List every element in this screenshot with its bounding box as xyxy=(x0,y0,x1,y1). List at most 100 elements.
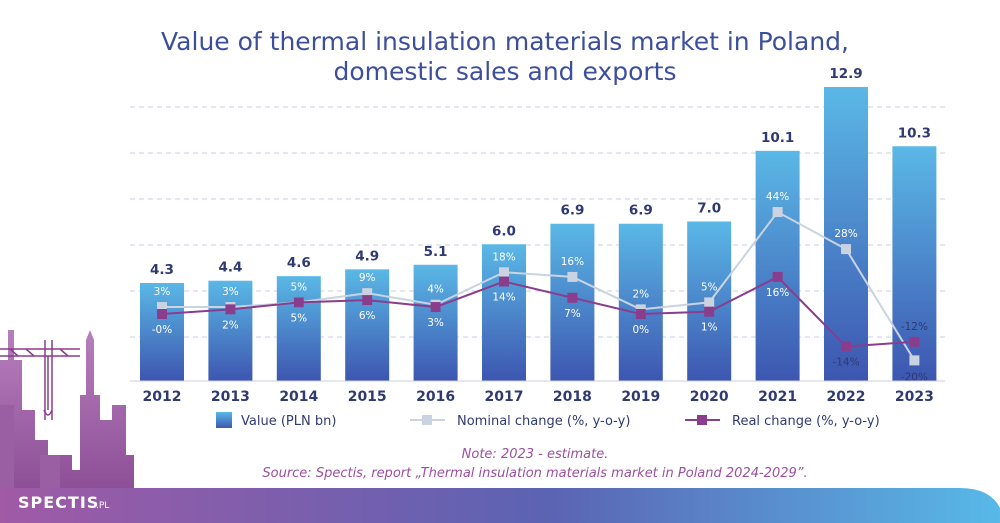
legend-label-real: Real change (%, y-o-y) xyxy=(732,414,880,429)
real-marker xyxy=(704,306,715,317)
note-source: Source: Spectis, report „Thermal insulat… xyxy=(262,466,807,481)
bar-value-label: 10.3 xyxy=(898,125,931,141)
real-marker xyxy=(841,341,851,352)
nominal-marker xyxy=(772,207,783,217)
nominal-pct-label: 5% xyxy=(701,281,718,293)
crane-icon xyxy=(0,340,80,420)
bar-value-labels: 4.3 4.4 4.6 4.9 5.1 6.0 6.9 6.9 7.0 10.1 12.9 10.3 xyxy=(150,66,931,278)
nominal-marker xyxy=(567,271,578,282)
city-skyline-illustration xyxy=(0,330,134,488)
bar-value-label: 4.3 xyxy=(150,262,174,278)
real-pct-label: 16% xyxy=(766,287,789,299)
x-tick-label: 2020 xyxy=(690,389,729,405)
bar-2012 xyxy=(140,283,184,381)
real-pct-label: -0% xyxy=(152,324,172,336)
real-pct-label: 5% xyxy=(290,312,307,324)
bar-2013 xyxy=(208,280,253,381)
x-tick-label: 2023 xyxy=(895,389,934,405)
logo-suffix: .PL xyxy=(96,501,109,511)
bar-2021 xyxy=(755,150,800,381)
bar-2017 xyxy=(482,244,526,381)
bar-value-label: 6.9 xyxy=(629,203,653,219)
real-marker xyxy=(499,276,509,287)
real-pct-label: -12% xyxy=(901,321,928,333)
nominal-pct-label: 18% xyxy=(492,251,515,263)
real-line xyxy=(161,275,915,348)
real-pct-label: -14% xyxy=(832,356,859,368)
real-marker xyxy=(293,297,304,308)
note-estimate: Note: 2023 - estimate. xyxy=(462,447,609,462)
nominal-marker xyxy=(704,297,715,308)
bar-value-label: 6.9 xyxy=(560,203,584,219)
bar-value-label: 10.1 xyxy=(761,130,794,146)
nominal-pct-label: 9% xyxy=(359,272,376,284)
x-tick-label: 2019 xyxy=(621,389,660,405)
nominal-marker xyxy=(909,355,920,366)
nominal-line xyxy=(162,210,916,361)
line-series xyxy=(157,207,920,366)
x-tick-label: 2013 xyxy=(211,389,250,405)
real-marker xyxy=(430,302,441,313)
x-tick-label: 2018 xyxy=(553,389,592,405)
real-marker xyxy=(909,336,920,347)
nominal-marker xyxy=(157,302,167,313)
legend-label-nominal: Nominal change (%, y-o-y) xyxy=(457,414,630,429)
nominal-marker xyxy=(362,288,373,299)
real-pct-label: 2% xyxy=(222,319,239,331)
legend: Value (PLN bn) Nominal change (%, y-o-y)… xyxy=(216,412,880,429)
footer-band xyxy=(0,488,1000,523)
bar-value-label: 5.1 xyxy=(424,244,448,260)
real-marker xyxy=(362,295,373,306)
nominal-marker xyxy=(841,244,851,255)
bar-value-label: 6.0 xyxy=(492,223,516,239)
nominal-pct-label: 4% xyxy=(427,284,444,296)
chart-title-line1: Value of thermal insulation materials ma… xyxy=(161,27,849,56)
real-pct-label: 7% xyxy=(564,308,581,320)
nominal-pct-label: -20% xyxy=(901,371,928,383)
nominal-pct-label: 16% xyxy=(561,256,584,268)
legend-marker-real xyxy=(697,415,707,425)
chart-title-line2: domestic sales and exports xyxy=(334,57,677,86)
nominal-pct-label: 5% xyxy=(290,281,307,293)
bar-value-label: 7.0 xyxy=(697,200,721,216)
bar-2016 xyxy=(413,264,458,381)
legend-marker-nominal xyxy=(422,415,432,425)
bar-value-label: 4.6 xyxy=(287,255,311,271)
x-tick-label: 2014 xyxy=(279,389,318,405)
x-tick-label: 2015 xyxy=(348,389,387,405)
percent-labels: 3% 3% 5% 9% 4% 18% 16% 2% 5% 44% 28% -20% -0% 2% 5% 6% 3… xyxy=(152,191,928,383)
nominal-pct-label: 3% xyxy=(154,286,171,298)
real-pct-label: 1% xyxy=(701,322,718,334)
real-pct-label: 3% xyxy=(427,317,444,329)
bar-value-label: 4.4 xyxy=(218,260,242,276)
real-marker xyxy=(635,309,646,319)
legend-label-value: Value (PLN bn) xyxy=(241,414,336,429)
nominal-pct-label: 3% xyxy=(222,286,239,298)
spectis-logo: SPECTIS .PL xyxy=(18,493,109,512)
nominal-marker xyxy=(499,267,509,278)
x-tick-label: 2021 xyxy=(758,389,797,405)
bar-2014 xyxy=(276,276,321,381)
real-pct-label: 0% xyxy=(632,324,649,336)
nominal-pct-label: 28% xyxy=(834,228,857,240)
x-tick-label: 2016 xyxy=(416,389,455,405)
real-marker xyxy=(567,292,578,303)
real-pct-label: 6% xyxy=(359,310,376,322)
bar-value-label: 4.9 xyxy=(355,248,379,264)
real-pct-label: 14% xyxy=(492,292,515,304)
legend-swatch-value xyxy=(216,412,232,428)
x-tick-label: 2017 xyxy=(485,389,524,405)
bar-value-label: 12.9 xyxy=(829,66,862,82)
x-tick-label: 2012 xyxy=(143,389,182,405)
bar-2015 xyxy=(345,269,390,381)
nominal-pct-label: 2% xyxy=(632,288,649,300)
logo-text: SPECTIS xyxy=(18,493,99,512)
real-marker xyxy=(157,309,167,319)
x-tick-label: 2022 xyxy=(827,389,866,405)
gridlines xyxy=(130,106,945,338)
x-axis-ticks: 2012 2013 2014 2015 2016 2017 2018 2019 2020 2021… xyxy=(143,389,934,405)
real-marker xyxy=(772,271,783,282)
nominal-pct-label: 44% xyxy=(766,191,789,203)
real-marker xyxy=(225,304,236,315)
